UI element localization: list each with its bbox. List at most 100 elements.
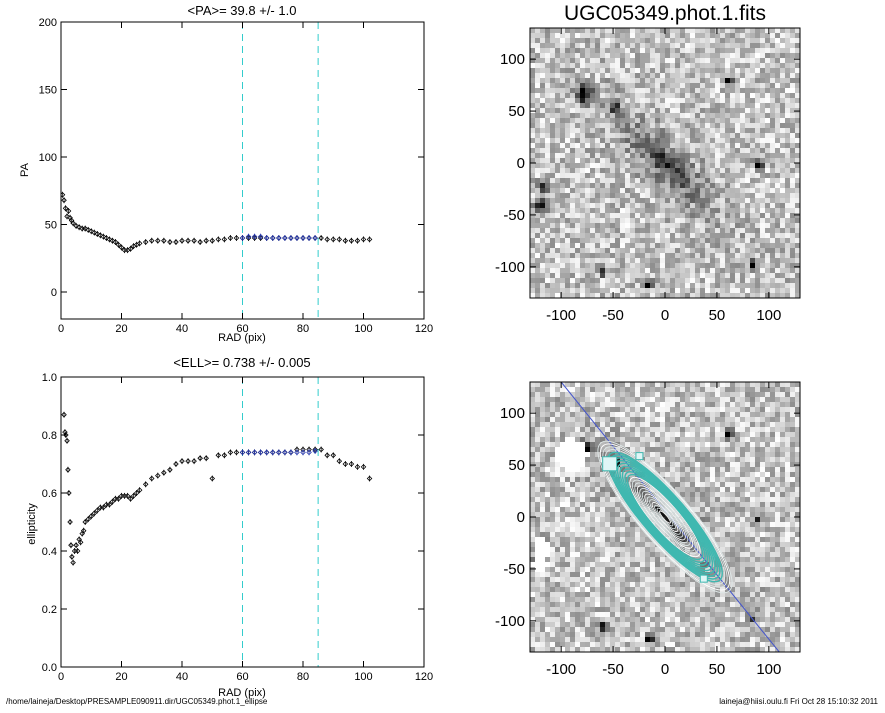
image-pixel bbox=[685, 233, 690, 238]
image-pixel bbox=[770, 198, 775, 203]
image-pixel bbox=[610, 178, 615, 183]
image-pixel bbox=[685, 158, 690, 163]
image-pixel bbox=[545, 103, 550, 108]
image-pixel bbox=[750, 283, 755, 288]
image-pixel bbox=[760, 188, 765, 193]
image-pixel bbox=[580, 213, 585, 218]
image-pixel bbox=[675, 263, 680, 268]
image-pixel bbox=[770, 223, 775, 228]
image-pixel bbox=[560, 392, 565, 397]
image-pixel bbox=[690, 63, 695, 68]
image-pixel bbox=[735, 283, 740, 288]
image-pixel bbox=[725, 268, 730, 273]
image-pixel bbox=[555, 243, 560, 248]
image-pixel bbox=[565, 208, 570, 213]
image-pixel bbox=[535, 407, 540, 412]
image-pixel bbox=[760, 392, 765, 397]
image-pixel bbox=[565, 512, 570, 517]
image-pixel bbox=[610, 208, 615, 213]
image-pixel bbox=[765, 208, 770, 213]
image-pixel bbox=[535, 83, 540, 88]
image-pixel bbox=[530, 118, 535, 123]
image-pixel bbox=[625, 128, 630, 133]
image-pixel bbox=[575, 178, 580, 183]
image-pixel bbox=[670, 83, 675, 88]
image-pixel bbox=[665, 168, 670, 173]
image-pixel bbox=[665, 457, 670, 462]
image-pixel bbox=[780, 402, 785, 407]
image-pixel bbox=[610, 193, 615, 198]
image-pixel bbox=[630, 138, 635, 143]
image-pixel bbox=[695, 113, 700, 118]
image-pixel bbox=[570, 243, 575, 248]
image-pixel bbox=[620, 258, 625, 263]
image-pixel bbox=[665, 218, 670, 223]
image-pixel bbox=[760, 283, 765, 288]
image-pixel bbox=[590, 387, 595, 392]
image-pixel bbox=[545, 53, 550, 58]
image-pixel bbox=[700, 53, 705, 58]
image-pixel bbox=[530, 442, 535, 447]
image-pixel bbox=[580, 253, 585, 258]
image-pixel bbox=[635, 113, 640, 118]
image-pixel bbox=[675, 422, 680, 427]
image-pixel bbox=[645, 158, 650, 163]
image-pixel bbox=[790, 238, 795, 243]
image-pixel bbox=[780, 198, 785, 203]
image-pixel bbox=[785, 63, 790, 68]
image-pixel bbox=[755, 497, 760, 502]
image-pixel bbox=[675, 193, 680, 198]
image-pixel bbox=[690, 243, 695, 248]
image-pixel bbox=[665, 223, 670, 228]
image-pixel bbox=[635, 38, 640, 43]
x-tick-label: 100 bbox=[354, 323, 372, 335]
image-pixel bbox=[585, 133, 590, 138]
image-pixel bbox=[690, 492, 695, 497]
image-pixel bbox=[660, 417, 665, 422]
image-pixel bbox=[565, 447, 570, 452]
image-pixel bbox=[565, 73, 570, 78]
image-pixel bbox=[670, 143, 675, 148]
image-pixel bbox=[790, 188, 795, 193]
image-pixel bbox=[765, 198, 770, 203]
image-pixel bbox=[685, 412, 690, 417]
image-pixel bbox=[630, 233, 635, 238]
image-pixel bbox=[585, 193, 590, 198]
image-pixel bbox=[580, 238, 585, 243]
image-pixel bbox=[715, 382, 720, 387]
image-pixel bbox=[595, 123, 600, 128]
image-pixel bbox=[630, 183, 635, 188]
image-pixel bbox=[630, 228, 635, 233]
image-pixel bbox=[590, 228, 595, 233]
image-pixel bbox=[730, 417, 735, 422]
image-pixel bbox=[775, 213, 780, 218]
image-pixel bbox=[535, 213, 540, 218]
image-pixel bbox=[700, 148, 705, 153]
image-pixel bbox=[730, 113, 735, 118]
image-pixel bbox=[535, 427, 540, 432]
image-pixel bbox=[655, 382, 660, 387]
image-pixel bbox=[590, 118, 595, 123]
image-pixel bbox=[750, 93, 755, 98]
image-pixel bbox=[640, 118, 645, 123]
image-pixel bbox=[695, 53, 700, 58]
image-pixel bbox=[660, 213, 665, 218]
image-pixel bbox=[715, 213, 720, 218]
image-pixel bbox=[615, 78, 620, 83]
image-pixel bbox=[755, 288, 760, 293]
image-pixel bbox=[615, 138, 620, 143]
image-pixel bbox=[545, 387, 550, 392]
image-pixel bbox=[640, 397, 645, 402]
image-pixel bbox=[600, 273, 605, 278]
image-pixel bbox=[765, 123, 770, 128]
image-pixel bbox=[705, 53, 710, 58]
image-pixel bbox=[650, 48, 655, 53]
image-pixel bbox=[545, 392, 550, 397]
image-pixel bbox=[565, 168, 570, 173]
image-pixel bbox=[720, 427, 725, 432]
image-pixel bbox=[705, 417, 710, 422]
image-pixel bbox=[615, 258, 620, 263]
image-pixel bbox=[730, 98, 735, 103]
image-pixel bbox=[740, 198, 745, 203]
image-pixel bbox=[610, 128, 615, 133]
